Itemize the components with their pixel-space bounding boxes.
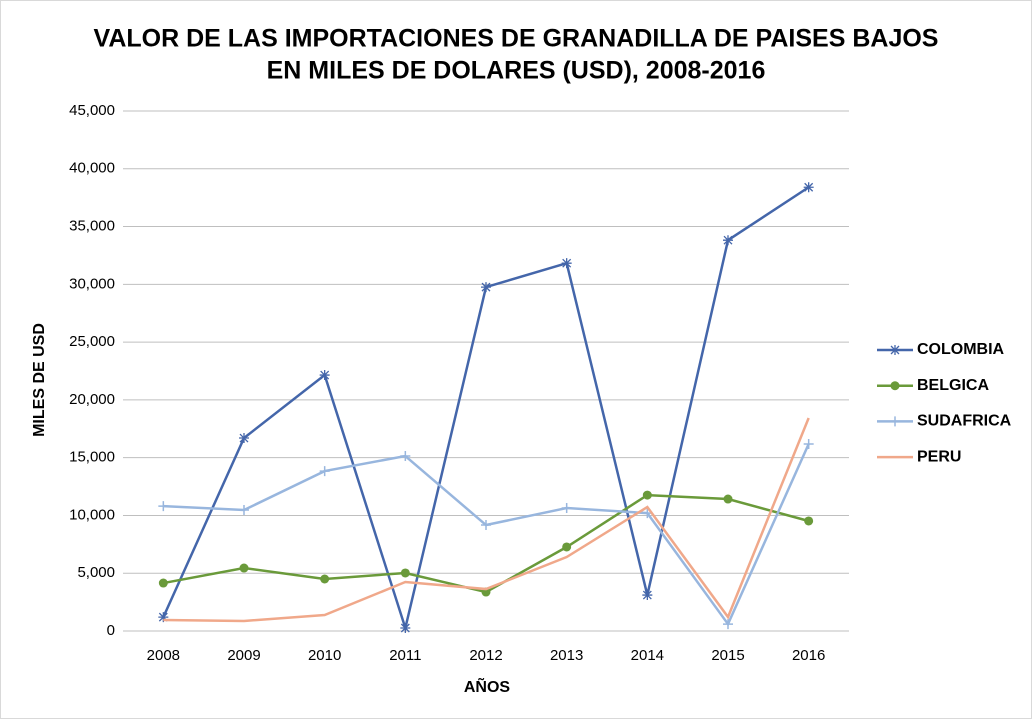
marker bbox=[562, 542, 572, 552]
chart-subtitle: EN MILES DE DOLARES (USD), 2008-2016 bbox=[267, 57, 766, 85]
marker bbox=[561, 258, 572, 269]
y-tick-label: 20,000 bbox=[69, 391, 115, 408]
marker bbox=[319, 370, 330, 381]
marker bbox=[400, 451, 411, 462]
marker bbox=[803, 439, 814, 450]
marker bbox=[400, 568, 410, 578]
y-tick-label: 0 bbox=[107, 622, 115, 639]
series-line bbox=[163, 417, 810, 623]
marker bbox=[239, 433, 249, 444]
x-tick-label: 2015 bbox=[711, 647, 744, 664]
marker bbox=[239, 563, 249, 573]
marker bbox=[642, 490, 652, 500]
legend-label: SUDAFRICA bbox=[917, 413, 1012, 430]
y-tick-label: 30,000 bbox=[69, 275, 115, 292]
x-tick-label: 2012 bbox=[469, 647, 502, 664]
marker bbox=[890, 345, 900, 355]
marker bbox=[723, 235, 733, 246]
marker bbox=[158, 578, 168, 588]
x-tick-label: 2010 bbox=[308, 647, 341, 664]
marker bbox=[400, 622, 411, 633]
marker bbox=[320, 574, 330, 584]
marker bbox=[890, 381, 900, 391]
marker bbox=[642, 590, 653, 601]
legend-label: COLOMBIA bbox=[917, 341, 1005, 358]
marker bbox=[723, 619, 733, 630]
y-tick-label: 45,000 bbox=[69, 102, 115, 119]
chart-title: VALOR DE LAS IMPORTACIONES DE GRANADILLA… bbox=[94, 25, 939, 53]
x-tick-label: 2011 bbox=[389, 647, 421, 664]
marker bbox=[239, 505, 249, 516]
y-tick-label: 15,000 bbox=[69, 449, 115, 466]
y-tick-label: 25,000 bbox=[69, 333, 115, 350]
x-axis-label: AÑOS bbox=[464, 676, 511, 696]
marker bbox=[158, 501, 169, 512]
y-tick-label: 10,000 bbox=[69, 506, 115, 523]
marker bbox=[481, 520, 491, 531]
legend-label: PERU bbox=[917, 448, 961, 465]
x-tick-label: 2014 bbox=[631, 647, 664, 664]
x-tick-label: 2013 bbox=[550, 647, 583, 664]
marker bbox=[803, 182, 814, 193]
y-axis-label: MILES DE USD bbox=[31, 323, 48, 437]
x-tick-label: 2009 bbox=[227, 647, 260, 664]
marker bbox=[723, 494, 733, 504]
marker bbox=[481, 282, 491, 293]
marker bbox=[158, 612, 169, 623]
y-tick-label: 40,000 bbox=[69, 160, 115, 177]
x-tick-label: 2016 bbox=[792, 647, 825, 664]
legend-label: BELGICA bbox=[917, 377, 989, 394]
marker bbox=[804, 516, 814, 526]
marker bbox=[561, 503, 572, 514]
y-tick-label: 35,000 bbox=[69, 218, 115, 235]
y-tick-label: 5,000 bbox=[77, 564, 115, 581]
marker bbox=[890, 416, 900, 427]
marker bbox=[319, 466, 330, 477]
x-tick-label: 2008 bbox=[147, 647, 180, 664]
